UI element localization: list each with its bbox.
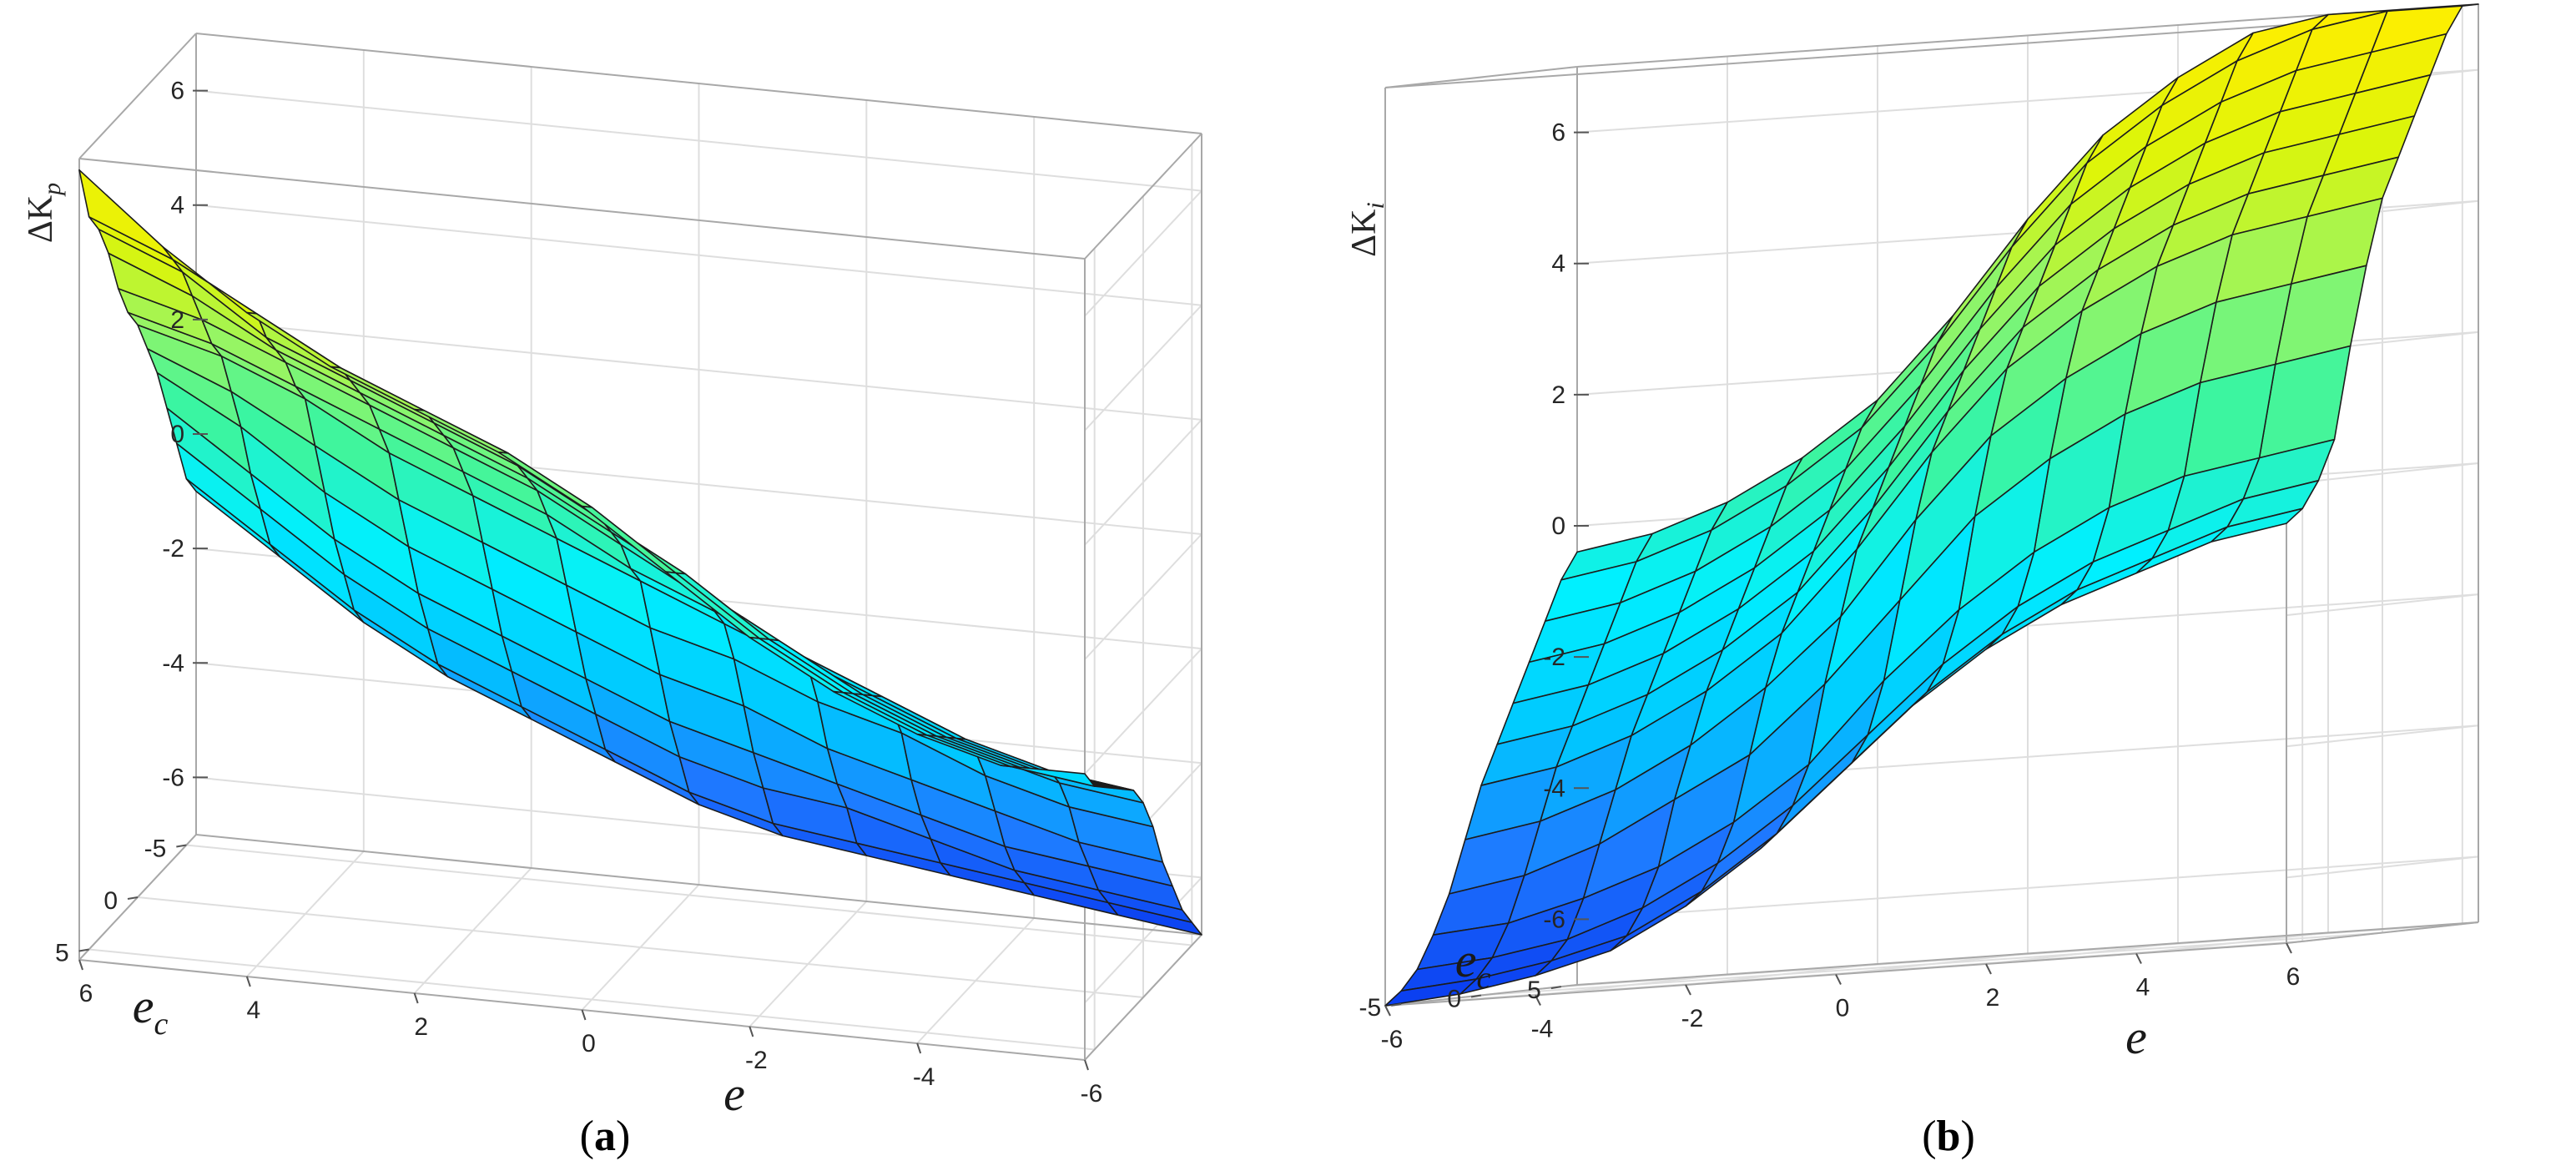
x-tick-label: -2: [745, 1047, 768, 1074]
z-tick-label: -6: [1543, 906, 1565, 933]
z-tick-label: -6: [162, 764, 184, 791]
x-axis-label: e: [723, 1067, 745, 1121]
x-tick-label: 6: [79, 980, 93, 1007]
x-axis-label: e: [2125, 1010, 2147, 1064]
caption-a: (a): [580, 1113, 631, 1160]
z-tick-label: 0: [1551, 512, 1565, 540]
panel-b-chart: 6 4 2 0 -2 -4 -6 -6 -4 -2 0 2 4 6 5 0 -5 ΔKi e ec: [1345, 3, 2479, 1064]
z-tick-label: -4: [1543, 775, 1565, 802]
z-tick-label: 2: [170, 306, 184, 334]
z-tick-label: 0: [170, 421, 184, 448]
z-tick-label: 6: [1551, 119, 1565, 147]
y-tick-label: 5: [1527, 977, 1541, 1004]
y-tick-label: -5: [1359, 994, 1381, 1022]
y-axis: -5 0 5: [55, 835, 187, 967]
x-tick-label: -4: [1531, 1016, 1554, 1043]
x-tick-label: 2: [1986, 984, 2000, 1012]
x-tick-label: -2: [1681, 1005, 1704, 1032]
y-tick-label: 0: [1447, 986, 1461, 1013]
z-tick-label: -2: [162, 535, 184, 563]
x-axis: -6 -4 -2 0 2 4 6: [1381, 942, 2301, 1053]
z-axis-label: ΔKp: [22, 183, 66, 243]
caption-b: (b): [1922, 1113, 1975, 1160]
z-tick-label: 4: [170, 192, 184, 220]
x-tick-label: 2: [414, 1013, 428, 1041]
surface: [78, 169, 1202, 936]
x-tick-label: 4: [246, 997, 260, 1024]
y-tick-label: -5: [144, 835, 167, 863]
surface: [1384, 3, 2479, 1007]
y-axis: 5 0 -5: [1359, 977, 1561, 1022]
z-tick-label: -4: [162, 649, 184, 677]
panel-a-chart: 6 4 2 0 -2 -4 -6 6 4 2 0 -2 -4 -6 -5 0 5 ΔKp e ec: [22, 33, 1202, 1121]
axis-labels: ΔKi e ec: [1345, 202, 2147, 1064]
x-tick-label: 0: [582, 1030, 596, 1057]
z-axis: 6 4 2 0 -2 -4 -6: [162, 78, 208, 791]
x-tick-label: 0: [1836, 995, 1850, 1022]
z-axis-label: ΔKi: [1345, 202, 1389, 257]
x-tick-label: -6: [1381, 1026, 1404, 1053]
z-axis: 6 4 2 0 -2 -4 -6: [1543, 119, 1589, 933]
grid-lines: [78, 33, 1202, 1061]
x-tick-label: -6: [1081, 1080, 1103, 1108]
surface-patch: [1384, 978, 1477, 1007]
surface-patch: [1000, 765, 1096, 787]
x-axis: 6 4 2 0 -2 -4 -6: [78, 959, 1103, 1108]
z-tick-label: 6: [170, 78, 184, 105]
y-tick-label: 5: [55, 940, 69, 967]
caption-b-letter: b: [1937, 1113, 1961, 1160]
z-tick-label: 2: [1551, 381, 1565, 409]
y-tick-label: 0: [103, 887, 118, 915]
x-tick-label: 4: [2136, 974, 2150, 1002]
axis-labels: ΔKp e ec: [22, 183, 745, 1121]
z-tick-label: 4: [1551, 250, 1565, 278]
x-tick-label: 6: [2286, 963, 2301, 991]
z-tick-label: -2: [1543, 644, 1565, 671]
y-axis-label: ec: [1455, 933, 1491, 996]
y-axis-label: ec: [133, 979, 169, 1042]
x-tick-label: -4: [913, 1063, 935, 1091]
caption-a-letter: a: [594, 1113, 616, 1160]
